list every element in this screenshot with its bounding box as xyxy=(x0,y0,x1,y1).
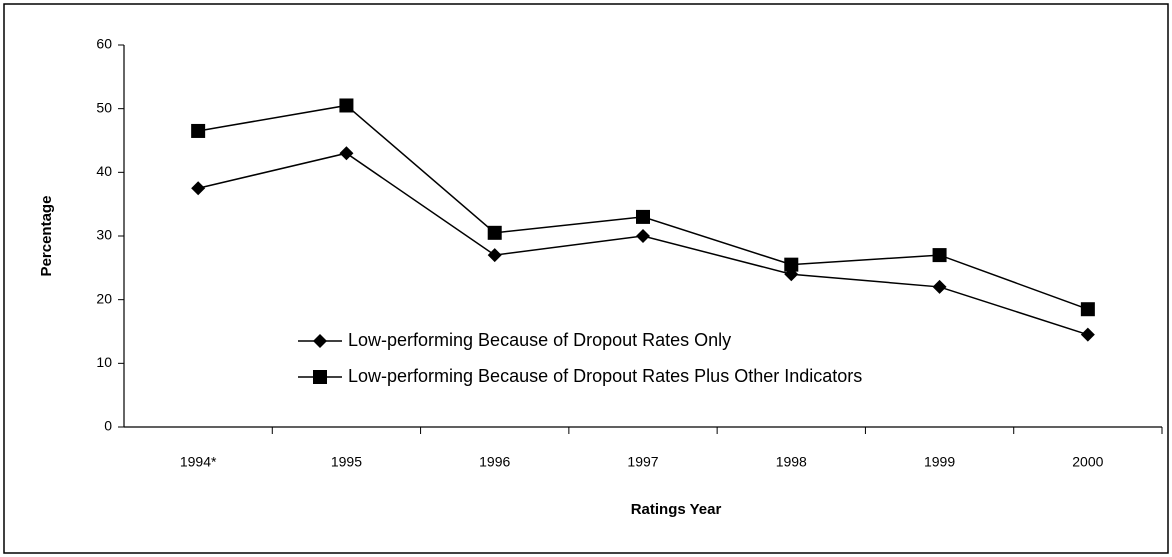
y-tick-label: 40 xyxy=(96,163,112,179)
point xyxy=(932,248,947,263)
point xyxy=(1080,327,1095,342)
point xyxy=(487,225,502,240)
point xyxy=(313,370,327,384)
point xyxy=(636,229,650,243)
point xyxy=(932,279,947,294)
x-axis-label: Ratings Year xyxy=(631,501,722,518)
y-tick-label: 60 xyxy=(96,36,112,52)
point xyxy=(784,257,799,272)
point xyxy=(1080,302,1095,317)
point xyxy=(636,209,650,224)
x-tick-label: 1997 xyxy=(627,454,658,470)
y-axis-label: Percentage xyxy=(38,196,55,277)
y-tick-label: 10 xyxy=(96,354,112,370)
point xyxy=(339,98,354,113)
x-tick-label: 1999 xyxy=(924,454,955,470)
chart-border xyxy=(3,3,1169,554)
point xyxy=(339,146,354,161)
legend-label: Low-performing Because of Dropout Rates … xyxy=(348,330,731,350)
y-tick-label: 50 xyxy=(96,99,112,115)
point xyxy=(191,123,206,138)
point xyxy=(191,181,206,196)
x-tick-label: 1994* xyxy=(180,454,217,470)
legend-label: Low-performing Because of Dropout Rates … xyxy=(348,366,862,386)
x-tick-label: 1995 xyxy=(331,454,362,470)
y-tick-label: 30 xyxy=(96,227,112,243)
y-tick-label: 0 xyxy=(104,418,112,434)
point xyxy=(313,334,327,348)
x-tick-label: 2000 xyxy=(1072,454,1103,470)
x-tick-label: 1998 xyxy=(776,454,807,470)
point xyxy=(487,248,502,263)
x-tick-label: 1996 xyxy=(479,454,510,470)
y-tick-label: 20 xyxy=(96,290,112,306)
